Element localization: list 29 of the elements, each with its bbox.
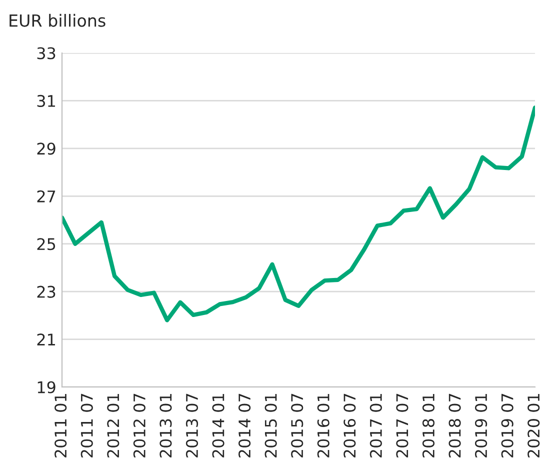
x-tick-label: 2013 01 <box>160 394 172 458</box>
y-axis-title: EUR billions <box>10 14 106 27</box>
x-tick-label: 2018 01 <box>422 394 435 458</box>
y-tick-label: 21 <box>37 334 55 346</box>
y-tick-label: 29 <box>37 142 56 155</box>
line-series <box>62 106 535 322</box>
x-tick-label: 2020 01 <box>528 394 540 458</box>
x-tick-label: 2016 01 <box>317 394 330 458</box>
x-tick-label: 2019 01 <box>474 394 488 458</box>
y-tick-label: 19 <box>38 381 56 394</box>
y-tick-label: 33 <box>37 47 56 60</box>
x-tick-label: 2017 07 <box>396 394 408 458</box>
y-tick-label: 31 <box>37 94 55 108</box>
x-tick-label: 2018 07 <box>448 394 461 458</box>
x-tick-label: 2015 01 <box>264 394 277 458</box>
x-tick-label: 2017 01 <box>370 394 382 458</box>
x-tick-label: 2011 07 <box>80 394 93 458</box>
x-tick-label: 2016 07 <box>344 394 356 458</box>
x-tick-label: 2012 07 <box>133 394 146 458</box>
x-tick-label: 2013 07 <box>186 394 198 458</box>
y-tick-label: 23 <box>37 286 56 298</box>
y-tick-label: 25 <box>37 238 56 250</box>
y-tick-label: 27 <box>37 190 56 202</box>
x-tick-label: 2011 01 <box>54 394 67 458</box>
x-tick-label: 2014 01 <box>212 394 224 458</box>
x-tick-label: 2012 01 <box>107 394 120 458</box>
x-tick-label: 2019 07 <box>501 394 514 458</box>
x-tick-label: 2014 07 <box>238 394 251 458</box>
x-tick-label: 2015 07 <box>291 394 304 458</box>
